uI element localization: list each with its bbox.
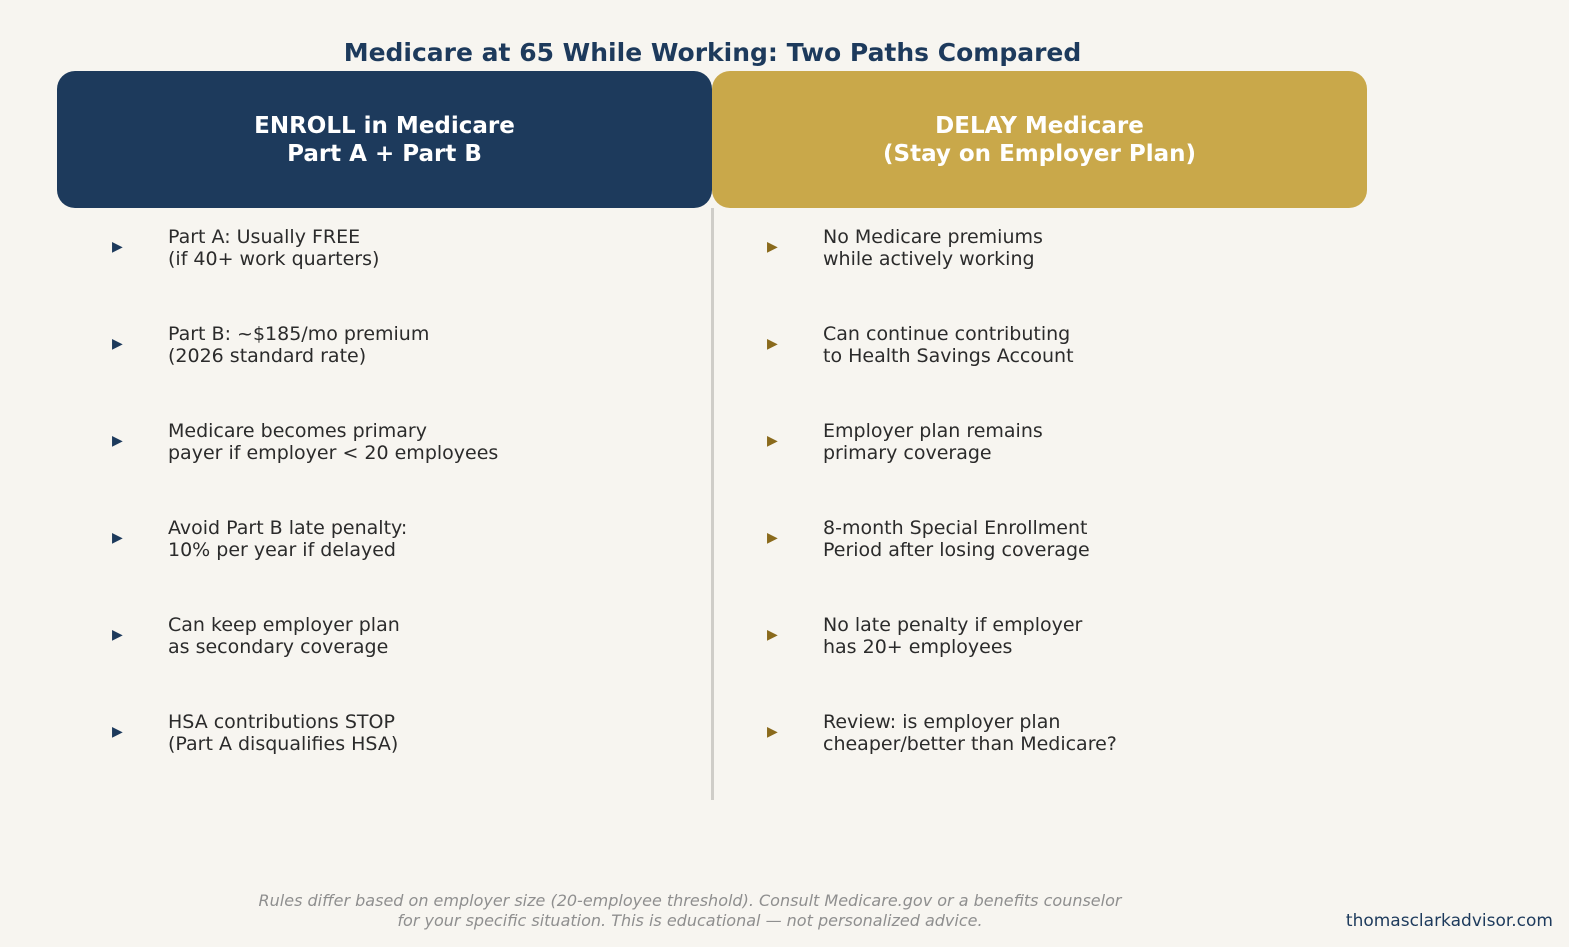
item-line: while actively working	[823, 248, 1035, 270]
enroll-header-line-1: ENROLL in Medicare	[254, 112, 515, 139]
item-line: has 20+ employees	[823, 636, 1013, 658]
disclaimer-line-2: for your specific situation. This is edu…	[397, 911, 983, 930]
enroll-header: ENROLL in Medicare Part A + Part B	[57, 71, 712, 208]
bullet-icon: ▶	[112, 336, 123, 352]
item-line: Part A: Usually FREE	[168, 226, 361, 248]
list-item: ▶ No late penalty if employer has 20+ em…	[655, 614, 1295, 711]
item-text: Medicare becomes primary payer if employ…	[168, 420, 498, 464]
item-text: No Medicare premiums while actively work…	[823, 226, 1043, 270]
item-line: (Part A disqualifies HSA)	[168, 733, 399, 755]
list-item: ▶ 8-month Special Enrollment Period afte…	[655, 517, 1295, 614]
list-item: ▶ Part A: Usually FREE (if 40+ work quar…	[0, 226, 640, 323]
item-text: Part A: Usually FREE (if 40+ work quarte…	[168, 226, 379, 270]
bullet-icon: ▶	[767, 724, 778, 740]
bullet-icon: ▶	[767, 239, 778, 255]
delay-header-line-1: DELAY Medicare	[935, 112, 1144, 139]
bullet-icon: ▶	[112, 627, 123, 643]
list-item: ▶ Part B: ~$185/mo premium (2026 standar…	[0, 323, 640, 420]
item-text: Can continue contributing to Health Savi…	[823, 323, 1074, 367]
item-line: Employer plan remains	[823, 420, 1043, 442]
bullet-icon: ▶	[767, 433, 778, 449]
item-text: Review: is employer plan cheaper/better …	[823, 711, 1117, 755]
bullet-icon: ▶	[767, 627, 778, 643]
enroll-list: ▶ Part A: Usually FREE (if 40+ work quar…	[0, 226, 640, 808]
delay-list: ▶ No Medicare premiums while actively wo…	[655, 226, 1295, 808]
item-line: No late penalty if employer	[823, 614, 1083, 636]
item-line: Part B: ~$185/mo premium	[168, 323, 430, 345]
item-line: Period after losing coverage	[823, 539, 1090, 561]
column-divider	[711, 208, 714, 800]
list-item: ▶ Employer plan remains primary coverage	[655, 420, 1295, 517]
item-line: cheaper/better than Medicare?	[823, 733, 1117, 755]
page-title: Medicare at 65 While Working: Two Paths …	[343, 38, 1082, 67]
item-line: primary coverage	[823, 442, 992, 464]
item-line: No Medicare premiums	[823, 226, 1043, 248]
item-line: HSA contributions STOP	[168, 711, 395, 733]
list-item: ▶ Avoid Part B late penalty: 10% per yea…	[0, 517, 640, 614]
item-text: Employer plan remains primary coverage	[823, 420, 1043, 464]
item-line: payer if employer < 20 employees	[168, 442, 499, 464]
item-line: Can continue contributing	[823, 323, 1071, 345]
list-item: ▶ Can keep employer plan as secondary co…	[0, 614, 640, 711]
item-line: as secondary coverage	[168, 636, 389, 658]
item-line: to Health Savings Account	[823, 345, 1074, 367]
item-text: HSA contributions STOP (Part A disqualif…	[168, 711, 398, 755]
item-line: 10% per year if delayed	[168, 539, 396, 561]
item-line: (2026 standard rate)	[168, 345, 367, 367]
item-line: Can keep employer plan	[168, 614, 400, 636]
disclaimer: Rules differ based on employer size (20-…	[0, 891, 1380, 931]
bullet-icon: ▶	[112, 239, 123, 255]
item-line: Avoid Part B late penalty:	[168, 517, 408, 539]
item-text: Part B: ~$185/mo premium (2026 standard …	[168, 323, 429, 367]
bullet-icon: ▶	[767, 530, 778, 546]
bullet-icon: ▶	[112, 724, 123, 740]
list-item: ▶ Can continue contributing to Health Sa…	[655, 323, 1295, 420]
item-text: Avoid Part B late penalty: 10% per year …	[168, 517, 407, 561]
item-text: Can keep employer plan as secondary cove…	[168, 614, 400, 658]
item-text: No late penalty if employer has 20+ empl…	[823, 614, 1082, 658]
item-text: 8-month Special Enrollment Period after …	[823, 517, 1090, 561]
item-line: Review: is employer plan	[823, 711, 1061, 733]
list-item: ▶ HSA contributions STOP (Part A disqual…	[0, 711, 640, 808]
delay-header: DELAY Medicare (Stay on Employer Plan)	[712, 71, 1367, 208]
item-line: (if 40+ work quarters)	[168, 248, 380, 270]
website-credit: thomasclarkadvisor.com	[1345, 911, 1553, 931]
list-item: ▶ Medicare becomes primary payer if empl…	[0, 420, 640, 517]
item-line: Medicare becomes primary	[168, 420, 427, 442]
list-item: ▶ No Medicare premiums while actively wo…	[655, 226, 1295, 323]
enroll-header-line-2: Part A + Part B	[287, 140, 482, 167]
bullet-icon: ▶	[112, 433, 123, 449]
bullet-icon: ▶	[767, 336, 778, 352]
delay-header-line-2: (Stay on Employer Plan)	[883, 140, 1196, 167]
disclaimer-line-1: Rules differ based on employer size (20-…	[258, 891, 1122, 910]
item-line: 8-month Special Enrollment	[823, 517, 1088, 539]
bullet-icon: ▶	[112, 530, 123, 546]
list-item: ▶ Review: is employer plan cheaper/bette…	[655, 711, 1295, 808]
